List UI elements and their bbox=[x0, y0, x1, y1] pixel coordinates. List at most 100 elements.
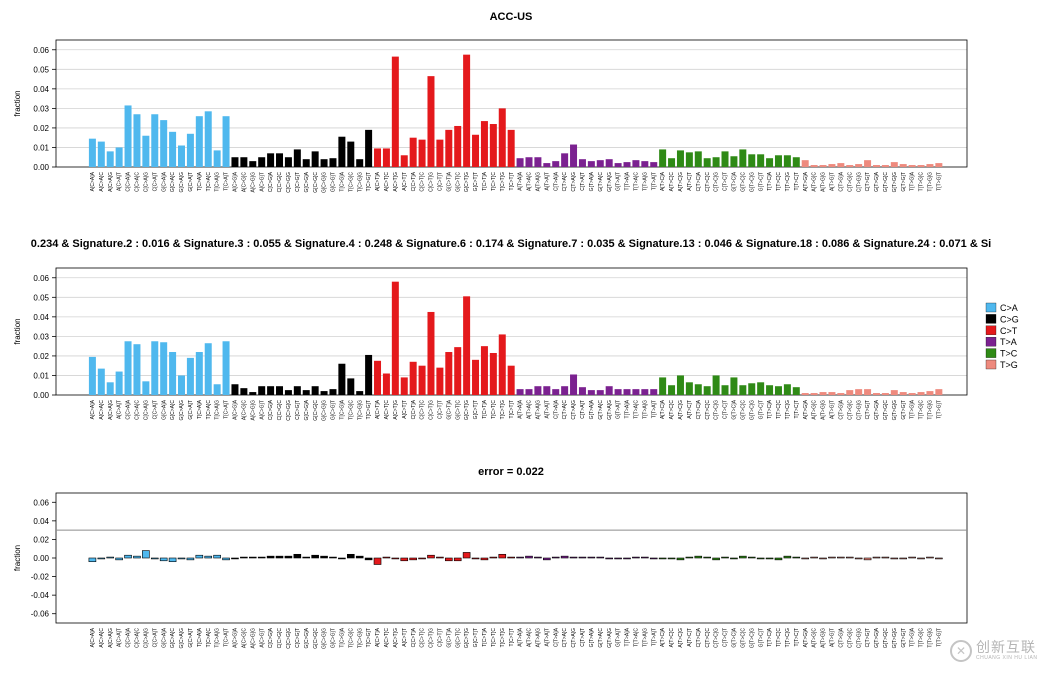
bar bbox=[819, 557, 827, 560]
x-tick-label: G[C>T]T bbox=[473, 400, 479, 419]
x-tick-label: G[C>G]C bbox=[313, 400, 319, 421]
x-tick-label: T[T>A]G bbox=[642, 172, 648, 191]
y-tick-label: -0.06 bbox=[31, 610, 50, 619]
bar bbox=[258, 386, 266, 395]
x-tick-label: A[T>G]T bbox=[830, 400, 836, 419]
bar bbox=[284, 157, 292, 167]
bar bbox=[917, 392, 925, 395]
bar bbox=[142, 550, 150, 559]
legend-swatch bbox=[985, 348, 997, 358]
x-tick-label: C[C>G]C bbox=[277, 172, 283, 193]
bar bbox=[427, 311, 435, 395]
x-tick-label: T[T>G]T bbox=[936, 400, 942, 419]
x-tick-label: C[C>G]T bbox=[295, 628, 301, 648]
bar bbox=[409, 557, 417, 561]
bar bbox=[828, 556, 836, 559]
bar bbox=[739, 555, 747, 559]
y-tick-label: 0.05 bbox=[33, 65, 49, 74]
y-tick-label: 0.00 bbox=[33, 163, 49, 172]
bar bbox=[231, 557, 239, 560]
bar bbox=[810, 393, 818, 395]
x-tick-label: C[T>A]T bbox=[580, 400, 586, 419]
legend-label: C>A bbox=[1000, 303, 1018, 313]
y-tick-label: 0.06 bbox=[33, 274, 49, 283]
bar bbox=[792, 556, 801, 559]
bar bbox=[739, 385, 747, 395]
bar bbox=[926, 391, 934, 395]
bar bbox=[774, 386, 782, 395]
x-tick-label: C[C>A]T bbox=[152, 172, 158, 191]
bar bbox=[293, 386, 301, 395]
bar bbox=[302, 556, 311, 559]
bar bbox=[240, 157, 248, 167]
x-tick-label: T[C>A]A bbox=[197, 399, 203, 419]
bar bbox=[864, 389, 872, 395]
x-tick-label: C[C>T]G bbox=[429, 172, 435, 192]
x-tick-label: A[T>C]G bbox=[678, 172, 684, 192]
x-tick-label: T[T>G]T bbox=[936, 628, 942, 647]
bar bbox=[338, 557, 346, 560]
y-tick-label: 0.02 bbox=[33, 124, 49, 133]
x-tick-label: G[T>G]T bbox=[901, 400, 907, 420]
x-tick-label: C[C>T]G bbox=[429, 400, 435, 420]
bar bbox=[596, 556, 605, 559]
bar bbox=[614, 557, 622, 560]
bar bbox=[641, 556, 649, 559]
bar bbox=[293, 149, 301, 167]
bar bbox=[204, 111, 212, 167]
x-tick-label: A[T>C]G bbox=[678, 400, 684, 420]
x-tick-label: T[T>C]G bbox=[785, 172, 791, 191]
x-tick-label: T[C>A]T bbox=[224, 628, 230, 647]
bar bbox=[178, 145, 185, 167]
bar bbox=[284, 555, 293, 559]
x-tick-label: T[T>A]C bbox=[634, 400, 640, 419]
x-tick-label: A[T>G]T bbox=[830, 172, 836, 191]
bar bbox=[694, 151, 702, 167]
x-tick-label: G[C>T]C bbox=[455, 628, 461, 648]
bar bbox=[258, 157, 266, 167]
bar bbox=[249, 161, 257, 167]
bar bbox=[552, 161, 560, 167]
x-tick-label: T[C>T]A bbox=[482, 627, 488, 646]
y-tick-label: 0.03 bbox=[33, 332, 49, 341]
x-tick-label: T[T>A]C bbox=[634, 628, 640, 647]
chart-title: error = 0.022 bbox=[478, 466, 544, 478]
x-tick-label: A[C>T]T bbox=[402, 628, 408, 647]
x-tick-label: G[C>G]C bbox=[313, 172, 319, 193]
bar bbox=[570, 374, 578, 395]
x-tick-label: G[C>G]G bbox=[322, 172, 328, 193]
bar bbox=[222, 557, 230, 561]
x-tick-label: C[C>T]A bbox=[411, 627, 417, 647]
bar bbox=[195, 352, 203, 395]
x-tick-label: C[T>C]G bbox=[714, 172, 720, 192]
x-tick-label: G[C>G]T bbox=[331, 172, 337, 192]
x-tick-label: G[C>T]A bbox=[446, 627, 452, 647]
x-tick-label: T[T>A]G bbox=[642, 400, 648, 419]
bar bbox=[846, 390, 854, 395]
x-tick-label: G[C>A]C bbox=[170, 172, 176, 193]
bar bbox=[837, 556, 845, 559]
x-tick-label: G[T>G]G bbox=[892, 400, 898, 421]
bar bbox=[596, 390, 604, 395]
x-tick-label: C[C>T]C bbox=[420, 400, 426, 420]
x-tick-label: A[C>G]G bbox=[250, 628, 256, 649]
bar bbox=[685, 382, 693, 395]
x-tick-label: T[T>G]A bbox=[910, 399, 916, 419]
bar bbox=[614, 389, 622, 395]
x-tick-label: T[C>G]C bbox=[348, 172, 354, 192]
x-tick-label: C[T>G]A bbox=[838, 171, 844, 191]
bar bbox=[534, 386, 542, 395]
y-tick-label: 0.04 bbox=[33, 85, 49, 94]
bar bbox=[748, 383, 756, 395]
bar bbox=[480, 121, 488, 167]
bar bbox=[480, 346, 488, 395]
x-tick-label: C[C>G]T bbox=[295, 400, 301, 420]
bar bbox=[578, 387, 586, 395]
bar bbox=[561, 386, 569, 395]
bar bbox=[462, 552, 471, 559]
x-tick-label: T[C>G]G bbox=[357, 172, 363, 192]
x-tick-label: T[T>A]G bbox=[642, 628, 648, 647]
bar bbox=[881, 165, 889, 167]
x-tick-label: G[T>G]C bbox=[883, 172, 889, 193]
bar bbox=[747, 556, 756, 559]
